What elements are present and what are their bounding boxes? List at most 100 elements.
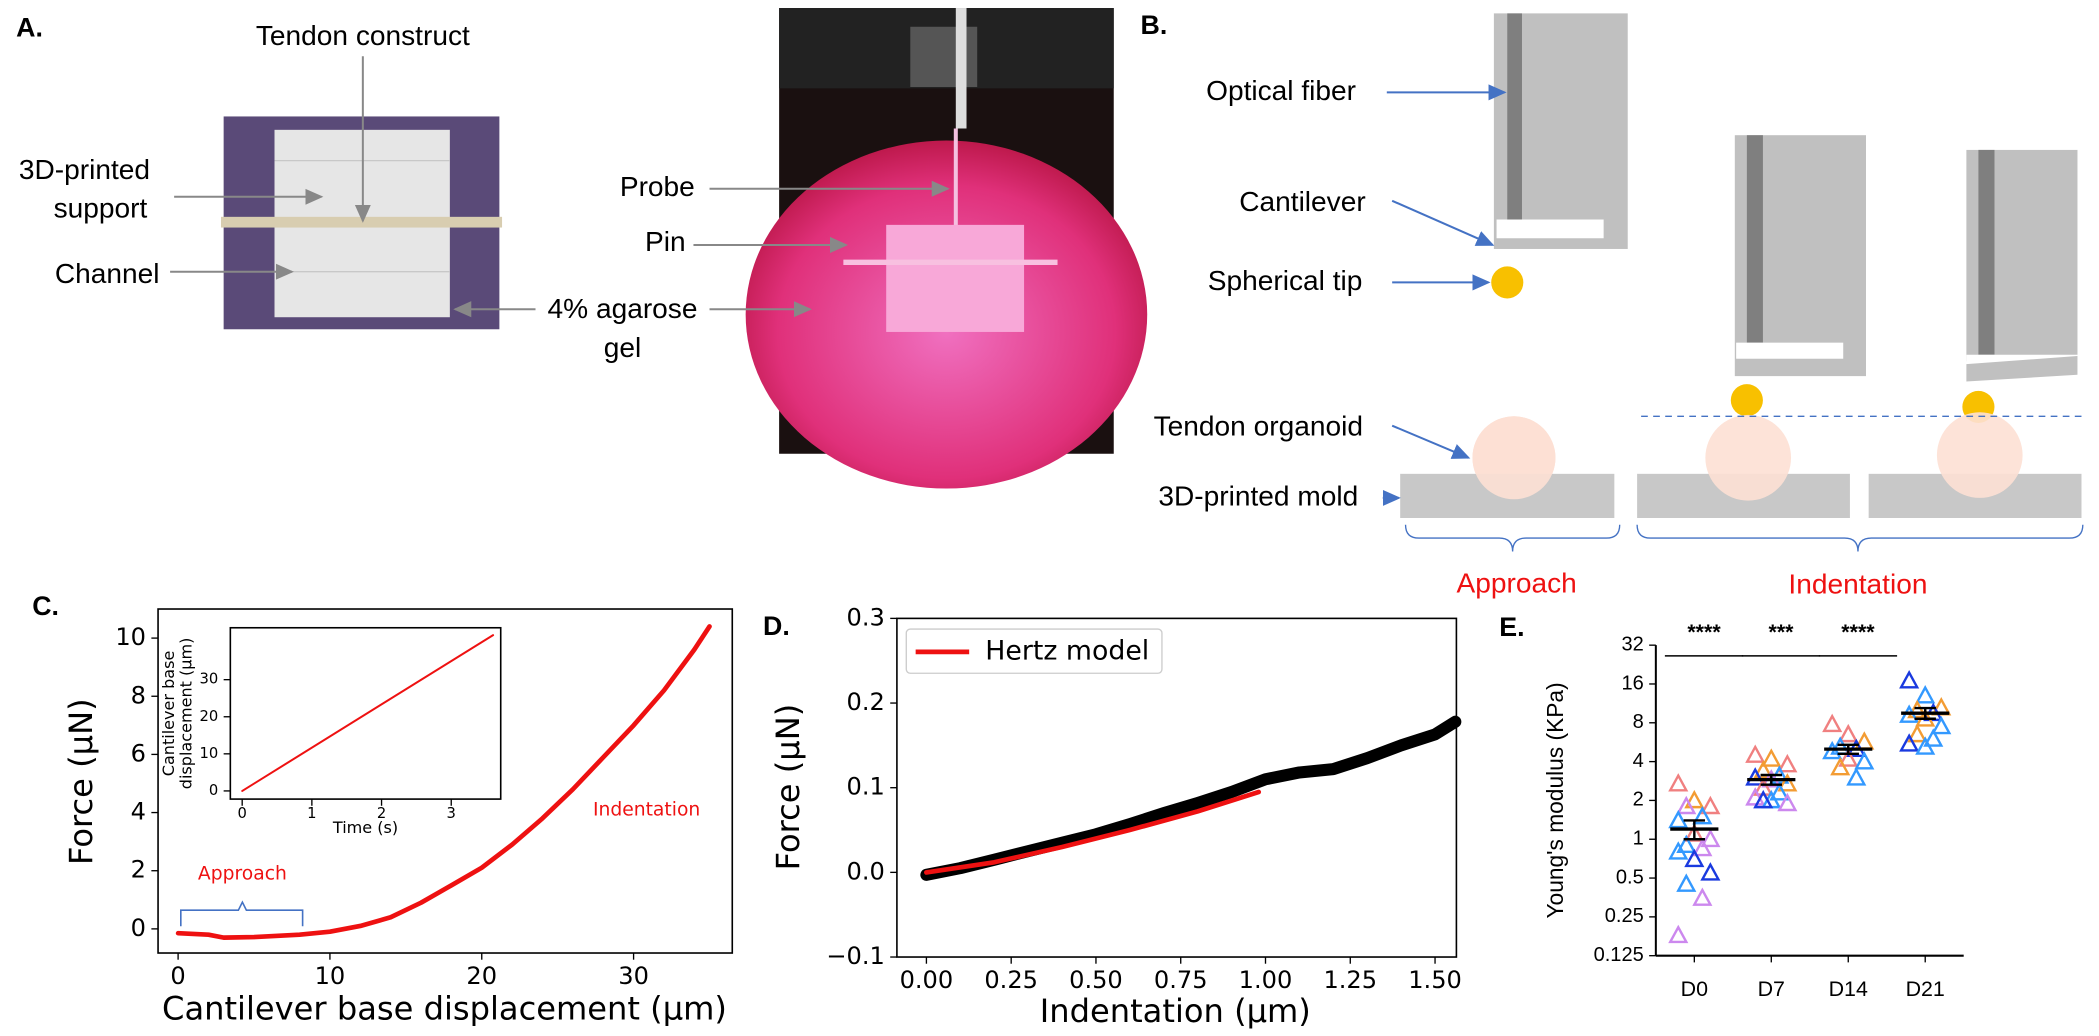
y-axis-label: Cantilever base bbox=[159, 650, 178, 776]
data-point bbox=[1753, 789, 1774, 809]
data-point bbox=[1692, 887, 1713, 906]
y-tick-label: 10 bbox=[200, 745, 219, 762]
annotation: Approach bbox=[198, 864, 287, 885]
y-tick-label: −0.1 bbox=[826, 942, 884, 970]
error-bar bbox=[1914, 706, 1936, 720]
arrow bbox=[1391, 424, 1471, 459]
x-tick-label: 1.50 bbox=[1408, 966, 1462, 994]
y-axis-label: displacement (µm) bbox=[176, 638, 195, 790]
y-tick-label: 8 bbox=[131, 681, 146, 709]
label: 3D-printed mold bbox=[1158, 480, 1358, 511]
x-tick-label: 1.00 bbox=[1239, 966, 1293, 994]
data-point bbox=[1777, 753, 1798, 773]
data-point bbox=[1745, 787, 1766, 806]
data-point bbox=[1838, 748, 1859, 767]
x-tick-label: 0.25 bbox=[984, 966, 1038, 994]
data-point bbox=[1668, 841, 1689, 860]
data-point bbox=[1769, 782, 1790, 801]
error-bar bbox=[1683, 819, 1706, 841]
plot-frame bbox=[157, 608, 734, 954]
data-point bbox=[1692, 837, 1713, 857]
x-axis-label: Cantilever base displacement (µm) bbox=[162, 990, 727, 1028]
x-tick-label: 3 bbox=[447, 805, 456, 822]
arrow bbox=[1391, 199, 1495, 246]
y-tick-label: 0.25 bbox=[1605, 905, 1644, 927]
x-tick-label: D7 bbox=[1758, 977, 1785, 1001]
data-point bbox=[1777, 792, 1798, 812]
data-point bbox=[1907, 699, 1928, 719]
x-tick-label: D0 bbox=[1681, 977, 1708, 1001]
y-tick-label: 32 bbox=[1621, 633, 1643, 655]
data-point bbox=[1700, 828, 1721, 848]
panel-label: E. bbox=[1499, 612, 1524, 642]
x-tick-label: 10 bbox=[315, 962, 346, 990]
brace bbox=[1636, 524, 2084, 552]
y-tick-label: 0.5 bbox=[1616, 866, 1644, 888]
y-tick-label: 4 bbox=[131, 798, 146, 826]
legend-label: Hertz model bbox=[985, 635, 1149, 666]
data-point bbox=[1676, 795, 1697, 815]
optical-fiber bbox=[1507, 13, 1522, 220]
panel-b: B. Optical fiber Cantilever Spherical ti… bbox=[1141, 10, 2084, 600]
panel-label: C. bbox=[32, 591, 59, 621]
organoid bbox=[1705, 414, 1792, 501]
y-tick-label: 20 bbox=[200, 708, 219, 725]
label: 3D-printed bbox=[19, 154, 150, 185]
data-point bbox=[1915, 685, 1936, 704]
y-tick-label: 10 bbox=[115, 623, 146, 651]
data-line bbox=[175, 624, 712, 940]
y-tick-label: 0.2 bbox=[847, 688, 885, 716]
label: support bbox=[54, 193, 148, 224]
data-line bbox=[241, 634, 495, 792]
data-point bbox=[1676, 873, 1697, 892]
optical-fiber bbox=[1978, 149, 1995, 355]
brace bbox=[180, 900, 304, 927]
data-point bbox=[1761, 748, 1782, 767]
label: Pin bbox=[645, 226, 686, 257]
y-tick-label: 0.0 bbox=[847, 857, 885, 885]
cantilever bbox=[1736, 342, 1844, 359]
brace bbox=[1404, 524, 1621, 552]
x-tick-label: 20 bbox=[466, 962, 497, 990]
x-tick-label: 1 bbox=[307, 805, 316, 822]
y-tick-label: 0.3 bbox=[847, 603, 885, 631]
x-tick-label: D21 bbox=[1906, 977, 1945, 1001]
x-axis-label: Time (s) bbox=[332, 818, 398, 837]
tip bbox=[1491, 266, 1524, 299]
y-tick-label: 16 bbox=[1621, 672, 1643, 694]
y-axis-label: Force (µN) bbox=[769, 704, 807, 871]
y-tick-label: 1 bbox=[1633, 828, 1644, 850]
label: Tendon construct bbox=[256, 20, 470, 51]
label: gel bbox=[604, 332, 642, 363]
panel-label: D. bbox=[763, 611, 790, 641]
y-tick-label: 0 bbox=[131, 914, 146, 942]
x-tick-label: 0 bbox=[237, 805, 246, 822]
significance-label: **** bbox=[1841, 620, 1875, 644]
y-tick-label: 0 bbox=[209, 782, 218, 799]
error-bar bbox=[1760, 773, 1782, 786]
data-point bbox=[1915, 736, 1936, 755]
plot-frame bbox=[229, 626, 502, 800]
x-tick-label: 0.50 bbox=[1069, 966, 1123, 994]
panel-label: B. bbox=[1141, 10, 1168, 40]
chart: D. −0.1 0.0 0.1 0.2 0.3 0.00 0.25 0.50 0.75 1.00 1.… bbox=[763, 603, 1462, 1030]
error-bar bbox=[1837, 743, 1859, 755]
x-tick-label: 30 bbox=[618, 962, 649, 990]
data-point bbox=[1777, 773, 1798, 792]
x-tick-label: D14 bbox=[1829, 977, 1868, 1001]
y-tick-label: 8 bbox=[1633, 711, 1644, 733]
data-point bbox=[1854, 751, 1875, 770]
label: Channel bbox=[55, 258, 160, 289]
data-point bbox=[1745, 744, 1766, 763]
label: Approach bbox=[1457, 567, 1577, 598]
data-point bbox=[1830, 756, 1851, 776]
legend-box bbox=[905, 628, 1163, 674]
x-tick-label: 1.25 bbox=[1323, 966, 1377, 994]
data-line bbox=[924, 789, 1262, 875]
cantilever bbox=[1496, 219, 1604, 239]
chart: 0 10 20 30 0 1 2 3 Time (s) Cantilever basedispla… bbox=[159, 626, 502, 837]
data-point bbox=[1899, 670, 1920, 689]
data-point bbox=[1899, 733, 1920, 752]
